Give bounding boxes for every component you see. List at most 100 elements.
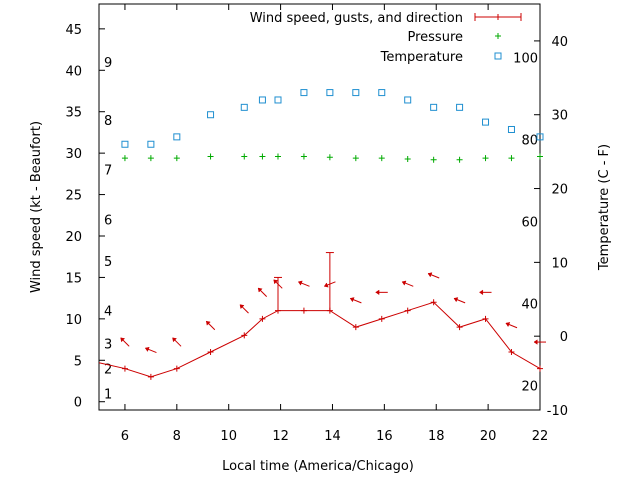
pressure-point [430,156,437,163]
wind-speed-point [482,315,489,322]
pressure-point [537,153,543,160]
pressure-point [274,153,281,160]
x-tick-label: 16 [376,429,393,444]
beaufort-label: 6 [104,213,112,228]
wind-direction-arrowhead [120,337,126,343]
fahrenheit-label: 80 [521,133,538,148]
fahrenheit-label: 20 [521,379,538,394]
temperature-point [430,103,438,111]
wind-direction-arrowhead [375,289,380,296]
y-right-tick-label: 20 [551,183,568,198]
wind-speed-point [207,349,214,355]
pressure-point [378,155,385,162]
beaufort-label: 5 [104,255,112,270]
pressure-point [404,155,411,162]
x-tick-label: 22 [532,429,549,444]
wind-speed-point [508,349,515,355]
beaufort-label: 4 [104,305,112,320]
beaufort-scale: 1 2 3 4 5 6 7 8 9 [104,56,112,402]
fahrenheit-label: 100 [513,51,538,66]
wind-direction-arrowhead [172,337,178,343]
beaufort-label: 3 [104,338,112,353]
left-axis: 0 5 10 15 20 25 30 35 40 45 [65,23,105,411]
y-left-tick-label: 45 [65,23,82,38]
y-left-tick-label: 5 [74,354,82,369]
x-tick-label: 10 [220,429,237,444]
wind-direction-arrowhead [505,322,511,328]
pressure-point [173,155,180,162]
pressure-point [456,156,463,163]
y-axis-right-label: Temperature (C - F) [597,144,612,271]
y-left-tick-label: 15 [65,271,82,286]
legend-label: Wind speed, gusts, and direction [250,11,463,26]
pressure-point [300,153,307,160]
pressure-point [207,153,214,160]
x-tick-label: 14 [324,429,341,444]
temperature-point [378,89,386,97]
legend-label: Temperature [380,50,463,65]
y-axis-left-label: Wind speed (kt - Beaufort) [29,121,44,293]
pressure-point [147,155,154,162]
y-left-tick-label: 35 [65,106,82,121]
wind-direction-arrowhead [401,280,407,286]
temperature-point [173,133,181,141]
beaufort-label: 1 [104,387,112,402]
pressure-point [259,153,266,160]
temperature-point [482,118,490,126]
temperature-point [274,96,282,104]
wind-direction-arrowhead [144,346,150,352]
temperature-point [258,96,266,104]
y-left-tick-label: 20 [65,230,82,245]
beaufort-label: 9 [104,56,112,71]
wind-speed-line [98,301,541,378]
wind-speed-point [121,365,128,372]
y-left-tick-label: 40 [65,64,82,79]
beaufort-label: 8 [104,114,112,129]
plot-area [98,3,541,411]
wind-speed-point [300,307,307,314]
y-right-tick-label: 0 [560,330,568,345]
wind-speed-point [259,315,266,322]
x-tick-label: 12 [272,429,289,444]
legend-label: Pressure [407,30,463,45]
fahrenheit-scale: 20 40 60 80 100 [513,51,538,394]
y-right-tick-label: 10 [551,256,568,271]
beaufort-label: 7 [104,164,112,179]
temperature-point [121,140,129,148]
x-tick-label: 18 [428,429,445,444]
temperature-point [240,103,248,111]
legend-marker [494,52,502,60]
wind-speed-point [378,315,385,322]
wind-speed-point [537,365,543,372]
x-tick-label: 6 [121,429,129,444]
wind-direction-arrowhead [533,339,538,345]
series-layer [98,89,546,380]
legend-marker [495,33,501,39]
pressure-point [508,155,515,162]
beaufort-label: 2 [104,363,112,378]
temperature-point [456,103,464,111]
pressure-point [326,154,333,161]
temperature-point [326,89,334,97]
wind-direction-arrowhead [453,297,459,303]
wind-direction-arrowhead [479,289,484,296]
wind-speed-point [147,373,154,380]
legend-marker [495,14,501,20]
fahrenheit-label: 40 [521,297,538,312]
wind-direction-arrowhead [349,297,355,303]
pressure-point [482,155,489,162]
y-right-tick-label: -10 [547,404,568,419]
right-axis: -10 0 10 20 30 40 [534,35,568,419]
wind-speed-point [173,365,180,372]
pressure-point [352,155,359,162]
temperature-point [352,89,360,97]
wind-direction-arrowhead [273,279,279,285]
temperature-point [536,133,544,141]
pressure-point [241,153,248,160]
x-axis-label: Local time (America/Chicago) [222,459,414,474]
wind-speed-point [352,324,359,331]
bottom-axis: 6 8 10 12 14 16 18 20 22 [121,4,548,444]
x-tick-label: 20 [480,429,497,444]
y-left-tick-label: 25 [65,189,82,204]
